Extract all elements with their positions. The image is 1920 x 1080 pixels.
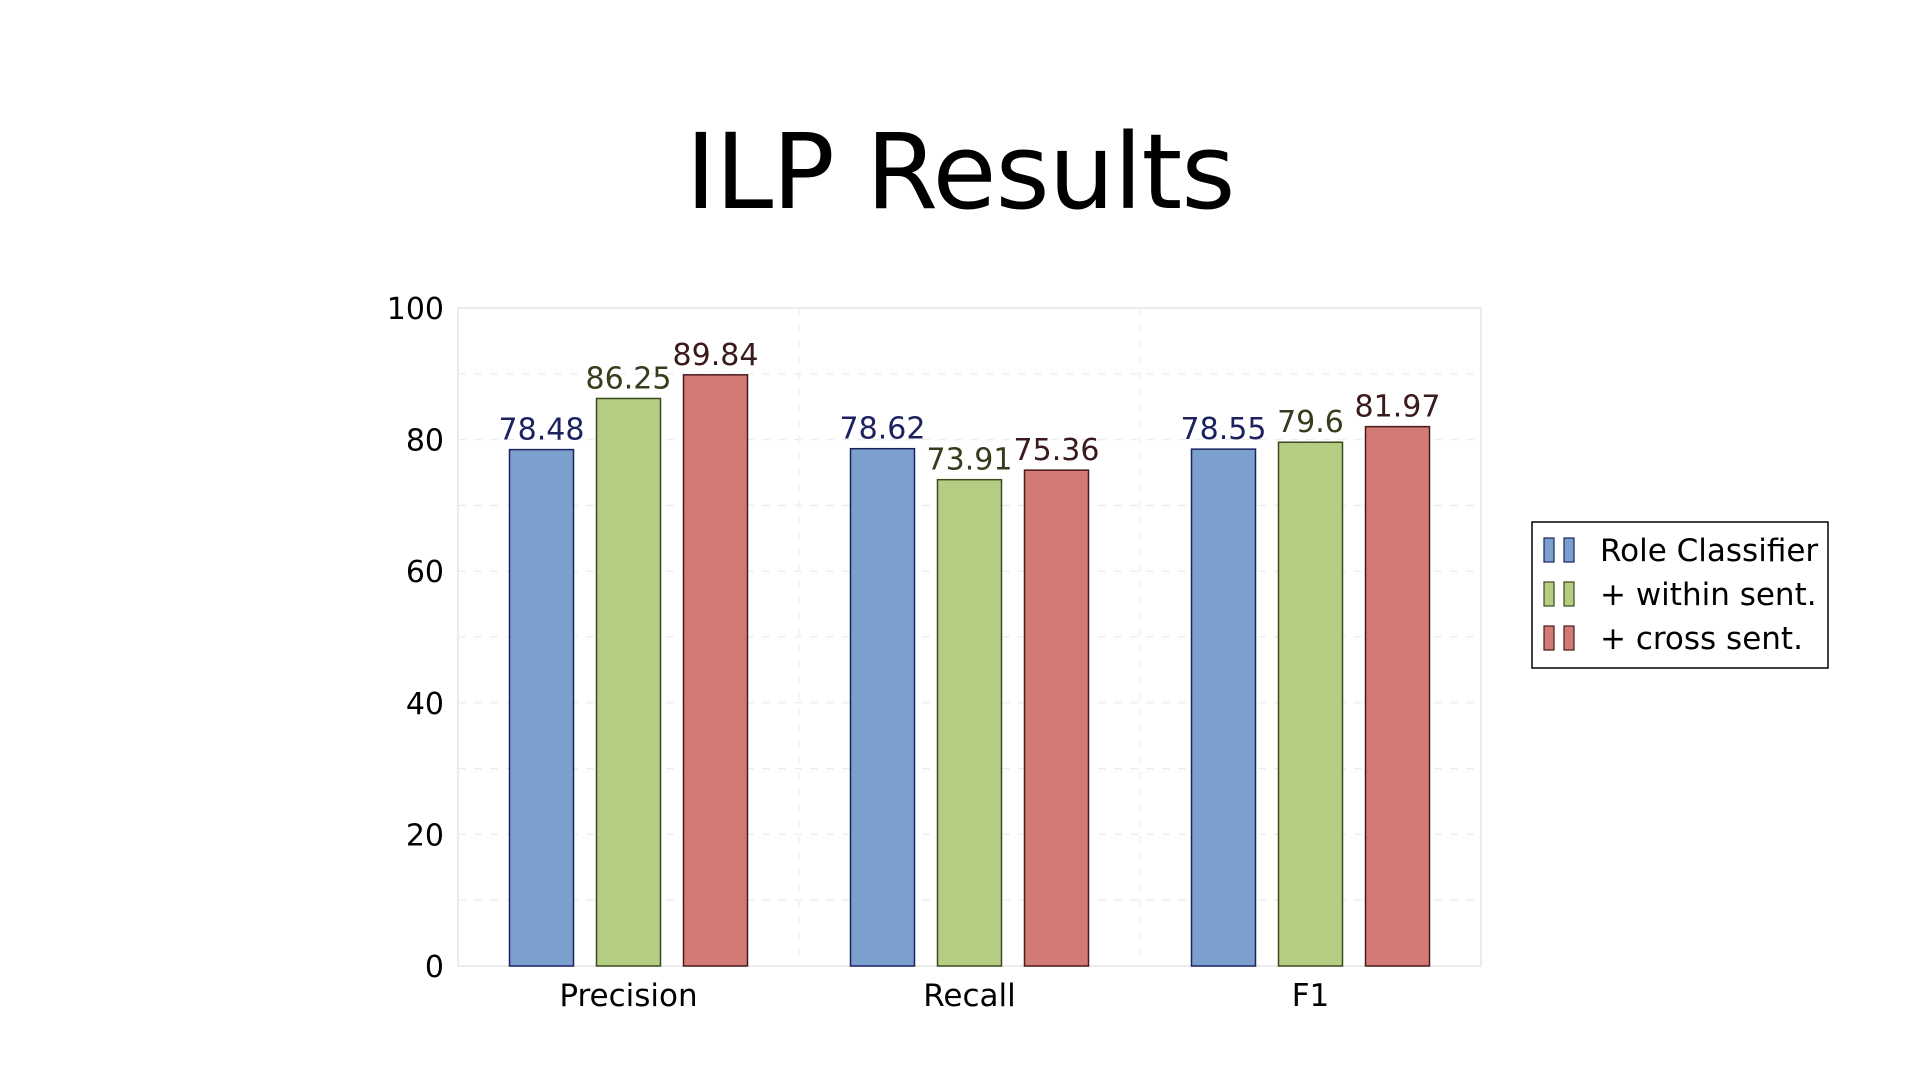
data-label: 75.36: [1014, 433, 1100, 468]
bar: [682, 374, 749, 967]
y-axis: 0 20 40 60 80 100: [387, 292, 444, 985]
data-label: 89.84: [673, 338, 759, 373]
bar: [1364, 425, 1431, 967]
data-label: 78.62: [840, 412, 926, 447]
legend-swatch: [1563, 581, 1575, 607]
legend-swatch: [1543, 581, 1555, 607]
x-axis: Precision Recall F1: [559, 978, 1329, 1014]
bar: [508, 448, 575, 967]
bar: [936, 478, 1003, 967]
y-tick-label: 80: [406, 424, 444, 459]
legend-box: [1531, 521, 1829, 669]
bar: [1277, 441, 1344, 967]
slide-title: ILP Results: [685, 111, 1236, 233]
legend-swatch: [1563, 625, 1575, 651]
bar: [1023, 469, 1090, 967]
legend-swatch: [1543, 537, 1555, 563]
data-label: 81.97: [1355, 390, 1441, 425]
y-tick-label: 100: [387, 292, 444, 327]
legend-swatch: [1563, 537, 1575, 563]
bar: [849, 447, 916, 967]
legend: Role Classifier + within sent. + cross sen…: [1531, 521, 1829, 669]
legend-label: + within sent.: [1600, 577, 1817, 613]
x-tick-label: Precision: [559, 978, 697, 1014]
x-tick-label: Recall: [923, 978, 1016, 1014]
bar: [595, 397, 662, 967]
legend-label: Role Classifier: [1600, 533, 1818, 569]
y-tick-label: 60: [406, 555, 444, 590]
x-tick-label: F1: [1292, 978, 1330, 1014]
bar: [1190, 448, 1257, 967]
data-label: 73.91: [927, 443, 1013, 478]
legend-label: + cross sent.: [1600, 621, 1803, 657]
bars: [508, 374, 1431, 967]
legend-swatch: [1543, 625, 1555, 651]
data-label: 78.48: [499, 413, 585, 448]
data-label: 79.6: [1277, 405, 1344, 440]
y-tick-label: 40: [406, 687, 444, 722]
y-tick-label: 20: [406, 818, 444, 853]
data-label: 86.25: [586, 361, 672, 396]
y-tick-label: 0: [425, 950, 444, 985]
data-label: 78.55: [1181, 412, 1267, 447]
